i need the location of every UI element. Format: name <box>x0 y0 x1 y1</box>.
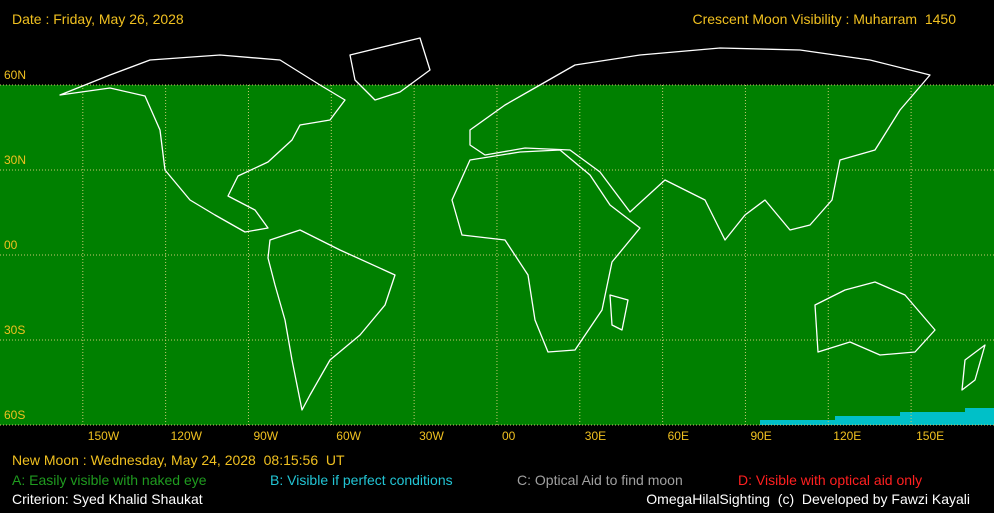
longitude-label: 150W <box>88 429 120 443</box>
visibility-zone-b <box>760 408 994 425</box>
longitude-label: 60W <box>336 429 361 443</box>
legend-item: B: Visible if perfect conditions <box>270 472 453 488</box>
longitude-label: 30E <box>585 429 606 443</box>
latitude-label: 60N <box>4 68 26 82</box>
longitude-label: 120W <box>171 429 203 443</box>
coastline <box>961 344 986 391</box>
coastline <box>267 229 396 411</box>
legend-item: C: Optical Aid to find moon <box>517 472 683 488</box>
legend-item: D: Visible with optical aid only <box>738 472 922 488</box>
coastline <box>451 149 641 353</box>
coastline <box>814 281 936 356</box>
new-moon: New Moon : Wednesday, May 24, 2028 08:15… <box>12 452 345 468</box>
latitude-label: 00 <box>4 238 18 252</box>
legend-item: A: Easily visible with naked eye <box>12 472 207 488</box>
coastline <box>609 294 629 331</box>
latitude-label: 30N <box>4 153 26 167</box>
longitude-label: 90E <box>750 429 771 443</box>
coastline <box>469 47 931 241</box>
longitude-label: 120E <box>833 429 861 443</box>
credit: OmegaHilalSighting (c) Developed by Fawz… <box>646 491 970 507</box>
date: Date : Friday, May 26, 2028 <box>12 11 184 27</box>
longitude-label: 90W <box>253 429 278 443</box>
longitude-label: 30W <box>419 429 444 443</box>
latitude-label: 30S <box>4 323 25 337</box>
map-title: Crescent Moon Visibility : Muharram 1450 <box>692 11 956 27</box>
latitude-label: 60S <box>4 408 25 422</box>
longitude-label: 00 <box>502 429 516 443</box>
coastline <box>349 37 431 101</box>
coastline <box>59 54 346 233</box>
coastlines <box>59 37 986 411</box>
longitude-label: 60E <box>668 429 689 443</box>
longitude-label: 150E <box>916 429 944 443</box>
criterion: Criterion: Syed Khalid Shaukat <box>12 491 203 507</box>
